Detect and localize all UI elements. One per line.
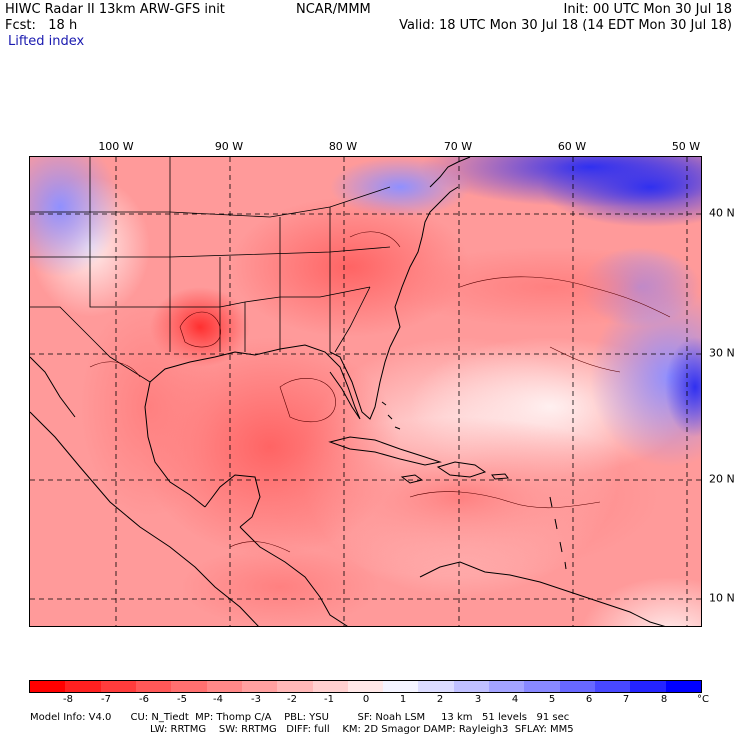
model-info-line1: Model Info: V4.0 CU: N_Tiedt MP: Thomp C…	[30, 712, 570, 723]
colorbar-tick: -8	[63, 694, 73, 705]
contour-lines	[89, 231, 671, 553]
colorbar-swatch	[100, 681, 136, 692]
field-name: Lifted index	[8, 34, 85, 49]
colorbar-tick: -4	[213, 694, 223, 705]
colorbar-swatch	[347, 681, 384, 692]
unstable-band-atlantic	[390, 247, 701, 327]
stable-region-east-atlantic	[590, 287, 701, 467]
colorbar-tick: 2	[436, 694, 444, 705]
colorbar-swatch	[171, 681, 207, 692]
colorbar-swatch	[595, 681, 631, 692]
colorbar-swatch	[665, 681, 701, 692]
colorbar-swatch	[135, 681, 172, 692]
valid-time: Valid: 18 UTC Mon 30 Jul 18 (14 EDT Mon …	[399, 18, 732, 33]
colorbar-swatch	[206, 681, 242, 692]
unstable-region-mexico	[80, 297, 220, 517]
colorbar-swatch	[241, 681, 278, 692]
colorbar-swatch	[312, 681, 348, 692]
lat-label-40n: 40 N	[709, 206, 735, 220]
colorbar-tick: -5	[177, 694, 187, 705]
colorbar-tick: 1	[399, 694, 407, 705]
colorbar-tick: 8	[660, 694, 668, 705]
stable-region-northeast	[540, 157, 701, 227]
colorbar-swatch	[524, 681, 560, 692]
stable-core-east	[665, 337, 701, 437]
lon-label-80w: 80 W	[328, 140, 358, 153]
lon-label-60w: 60 W	[557, 140, 587, 153]
lifted-index-colorbar	[29, 680, 702, 693]
colorbar-tick: 0	[362, 694, 370, 705]
colorbar-swatch	[383, 681, 419, 692]
colorbar-swatch	[65, 681, 101, 692]
map-canvas	[30, 157, 701, 626]
lifted-index-map	[29, 156, 702, 627]
colorbar-tick: 5	[548, 694, 556, 705]
model-info-line2: LW: RRTMG SW: RRTMG DIFF: full KM: 2D Sm…	[150, 724, 574, 735]
colorbar-swatch	[418, 681, 454, 692]
colorbar-swatch	[559, 681, 595, 692]
lon-label-100w: 100 W	[98, 140, 134, 153]
model-title: HIWC Radar II 13km ARW-GFS init	[5, 2, 225, 17]
colorbar-unit: °C	[697, 694, 709, 705]
init-time: Init: 00 UTC Mon 30 Jul 18	[563, 2, 732, 17]
lat-label-10n: 10 N	[709, 591, 735, 605]
organization-label: NCAR/MMM	[296, 2, 371, 17]
colorbar-tick: -3	[251, 694, 261, 705]
lat-lon-grid	[30, 157, 701, 626]
colorbar-swatch	[630, 681, 666, 692]
political-borders	[30, 157, 391, 383]
lon-label-50w: 50 W	[671, 140, 701, 153]
neutral-region-southeast	[581, 577, 701, 626]
lon-label-70w: 70 W	[443, 140, 473, 153]
colorbar-tick: 7	[622, 694, 630, 705]
colorbar-swatch	[30, 681, 66, 692]
lat-label-20n: 20 N	[709, 472, 735, 486]
colorbar-tick: 6	[585, 694, 593, 705]
colorbar-tick: -2	[287, 694, 297, 705]
stable-region-rockies	[30, 157, 120, 277]
colorbar-swatch	[453, 681, 490, 692]
colorbar-tick: 3	[474, 694, 482, 705]
colorbar-swatch	[277, 681, 313, 692]
colorbar-swatch	[489, 681, 525, 692]
lat-label-30n: 30 N	[709, 346, 735, 360]
colorbar-tick: 4	[511, 694, 519, 705]
unstable-region-caribbean	[260, 417, 660, 577]
colorbar-tick: -6	[139, 694, 149, 705]
forecast-hour: Fcst: 18 h	[5, 18, 78, 33]
lon-label-90w: 90 W	[214, 140, 244, 153]
colorbar-tick: -7	[101, 694, 111, 705]
colorbar-tick: -1	[324, 694, 334, 705]
